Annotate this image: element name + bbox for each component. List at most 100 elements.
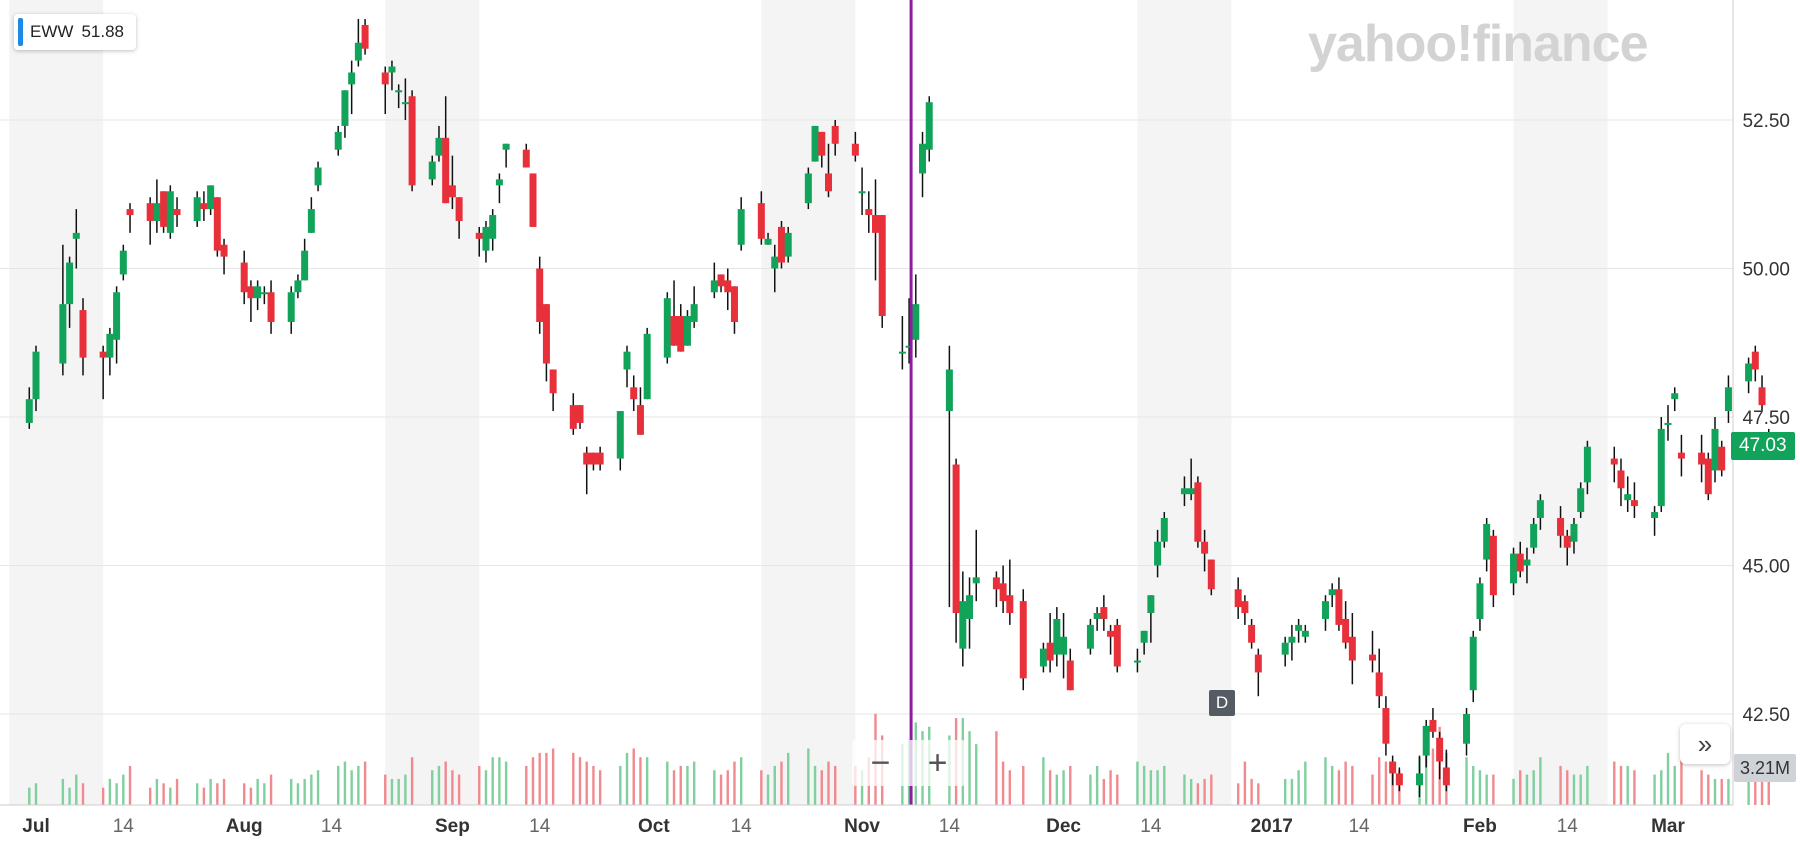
price-gridlines xyxy=(0,119,1733,715)
volume-bar xyxy=(1673,765,1676,805)
volume-bar xyxy=(760,770,763,805)
volume-bar xyxy=(585,761,588,805)
candle-body xyxy=(1416,773,1424,786)
x-tick-label: 14 xyxy=(529,816,551,837)
volume-bar xyxy=(122,774,125,805)
y-tick-label: 45.00 xyxy=(1742,557,1790,578)
candle-body xyxy=(1100,607,1108,619)
volume-bar xyxy=(1619,765,1623,805)
candle-body xyxy=(1389,761,1397,774)
volume-bar xyxy=(780,761,783,805)
candle-body xyxy=(919,143,927,174)
volume-bar xyxy=(404,774,407,805)
candle-body xyxy=(1140,630,1148,643)
volume-bar xyxy=(1707,774,1710,805)
candle-body xyxy=(872,215,880,233)
volume-bar xyxy=(1330,765,1334,805)
volume-bar xyxy=(1095,765,1099,805)
dividend-marker[interactable]: D xyxy=(1209,690,1235,716)
candle-body xyxy=(348,72,356,85)
candle-body xyxy=(448,185,456,198)
candle-body xyxy=(207,185,215,210)
volume-bar xyxy=(995,731,998,805)
candle-body xyxy=(757,203,765,239)
volume-bar xyxy=(1465,757,1468,805)
volume-bar xyxy=(1001,761,1005,805)
candle-body xyxy=(1328,589,1336,596)
candle-body xyxy=(730,286,738,322)
x-tick-label: Mar xyxy=(1651,816,1685,837)
candle-body xyxy=(1530,523,1538,548)
volume-bar xyxy=(148,787,152,805)
candle-body xyxy=(858,191,866,194)
volume-bar xyxy=(431,770,434,805)
volume-bar xyxy=(1149,770,1153,805)
candle-body xyxy=(72,232,80,239)
volume-bar xyxy=(1492,774,1495,805)
candle-body xyxy=(1086,624,1094,649)
candle-body xyxy=(314,167,322,186)
volume-bar xyxy=(1102,778,1106,805)
x-tick-label: Sep xyxy=(435,816,470,837)
volume-bar xyxy=(1519,770,1522,805)
candle-body xyxy=(1510,553,1518,584)
volume-bar xyxy=(975,744,978,805)
x-tick-label: 14 xyxy=(939,816,961,837)
volume-bar xyxy=(115,783,118,805)
ticker-badge[interactable]: EWW 51.88 xyxy=(14,14,136,50)
candle-body xyxy=(32,351,40,400)
candle-body xyxy=(1476,583,1484,619)
candle-body xyxy=(66,262,74,305)
zoom-in-button[interactable]: + xyxy=(927,743,948,782)
expand-chart-button[interactable]: » xyxy=(1680,724,1730,764)
candle-body xyxy=(1066,660,1074,691)
volume-bar xyxy=(162,783,165,805)
candle-body xyxy=(1348,636,1356,661)
volume-bar xyxy=(773,765,776,805)
volume-bar xyxy=(1116,774,1119,805)
zoom-out-button[interactable]: − xyxy=(870,743,891,782)
candle-body xyxy=(536,268,544,322)
candle-body xyxy=(1523,559,1531,566)
volume-bar xyxy=(155,778,159,805)
candle-body xyxy=(119,250,127,275)
week-band xyxy=(1137,0,1232,805)
volume-bar xyxy=(786,752,790,805)
candle-body xyxy=(1093,613,1101,619)
candle-body xyxy=(576,405,584,423)
candle-body xyxy=(663,298,671,358)
candle-body xyxy=(381,72,389,85)
volume-bar xyxy=(1008,770,1012,805)
volume-bar xyxy=(733,761,736,805)
candle-body xyxy=(200,203,208,210)
candle-body xyxy=(1557,517,1565,536)
volume-bar xyxy=(545,752,548,805)
volume-bar xyxy=(1586,765,1589,805)
ticker-symbol: EWW xyxy=(30,22,74,41)
candle-body xyxy=(240,262,248,293)
candle-body xyxy=(1180,488,1188,495)
candle-body xyxy=(1113,624,1121,667)
volume-bar xyxy=(175,778,179,805)
candle-body xyxy=(475,232,483,239)
volume-bar xyxy=(504,761,508,805)
volume-bar xyxy=(1747,778,1750,805)
candle-body xyxy=(1469,636,1477,691)
volume-bar xyxy=(1626,765,1629,805)
candle-body xyxy=(260,292,268,295)
volume-bar xyxy=(1512,778,1515,805)
volume-bar xyxy=(1048,770,1052,805)
volume-bar xyxy=(256,778,259,805)
x-tick-label: 14 xyxy=(321,816,343,837)
candle-body xyxy=(925,102,933,150)
volume-bar xyxy=(726,770,729,805)
volume-bar xyxy=(632,748,635,805)
candle-body xyxy=(1577,488,1585,513)
volume-bar xyxy=(766,774,770,805)
candle-body xyxy=(851,143,859,156)
volume-bar xyxy=(1189,778,1193,805)
y-tick-label: 42.50 xyxy=(1742,705,1790,726)
candle-body xyxy=(677,316,685,352)
candle-body xyxy=(616,411,624,459)
